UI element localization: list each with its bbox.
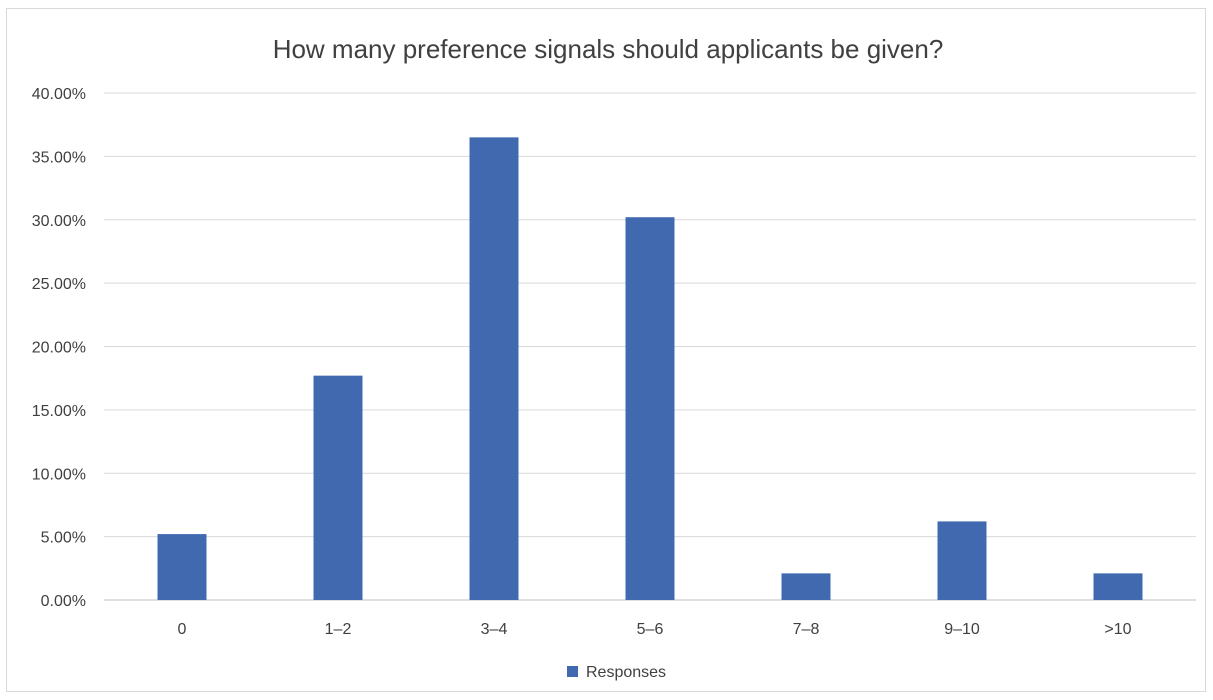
y-tick-label: 40.00% bbox=[32, 86, 86, 103]
x-tick-label: 1–2 bbox=[325, 621, 352, 638]
y-tick-label: 0.00% bbox=[41, 593, 86, 610]
x-tick-label: >10 bbox=[1104, 621, 1131, 638]
y-tick-label: 20.00% bbox=[32, 340, 86, 357]
y-tick-label: 5.00% bbox=[41, 530, 86, 547]
legend: Responses bbox=[567, 664, 666, 681]
x-tick-label: 9–10 bbox=[944, 621, 980, 638]
y-axis-ticks: 0.00% 5.00% 10.00% 15.00% 20.00% 25.00% 30.00%… bbox=[32, 86, 86, 610]
bar-2 bbox=[469, 137, 519, 601]
bar-3 bbox=[625, 217, 675, 600]
y-tick-label: 35.00% bbox=[32, 149, 86, 166]
bar-5 bbox=[937, 521, 987, 600]
bar-0 bbox=[157, 534, 207, 600]
y-tick-label: 15.00% bbox=[32, 403, 86, 420]
bar-4 bbox=[781, 573, 831, 600]
x-tick-label: 0 bbox=[178, 621, 187, 638]
bar-6 bbox=[1093, 573, 1143, 600]
chart-title: How many preference signals should appli… bbox=[273, 34, 944, 64]
legend-swatch bbox=[567, 666, 578, 677]
y-tick-label: 25.00% bbox=[32, 276, 86, 293]
bar-1 bbox=[313, 375, 363, 600]
x-tick-label: 5–6 bbox=[637, 621, 664, 638]
x-tick-label: 3–4 bbox=[481, 621, 508, 638]
y-tick-label: 30.00% bbox=[32, 213, 86, 230]
y-tick-label: 10.00% bbox=[32, 466, 86, 483]
x-tick-label: 7–8 bbox=[793, 621, 820, 638]
legend-label: Responses bbox=[586, 664, 666, 681]
x-axis-ticks: 0 1–2 3–4 5–6 7–8 9–10 >10 bbox=[178, 621, 1132, 638]
bars bbox=[157, 137, 1143, 601]
